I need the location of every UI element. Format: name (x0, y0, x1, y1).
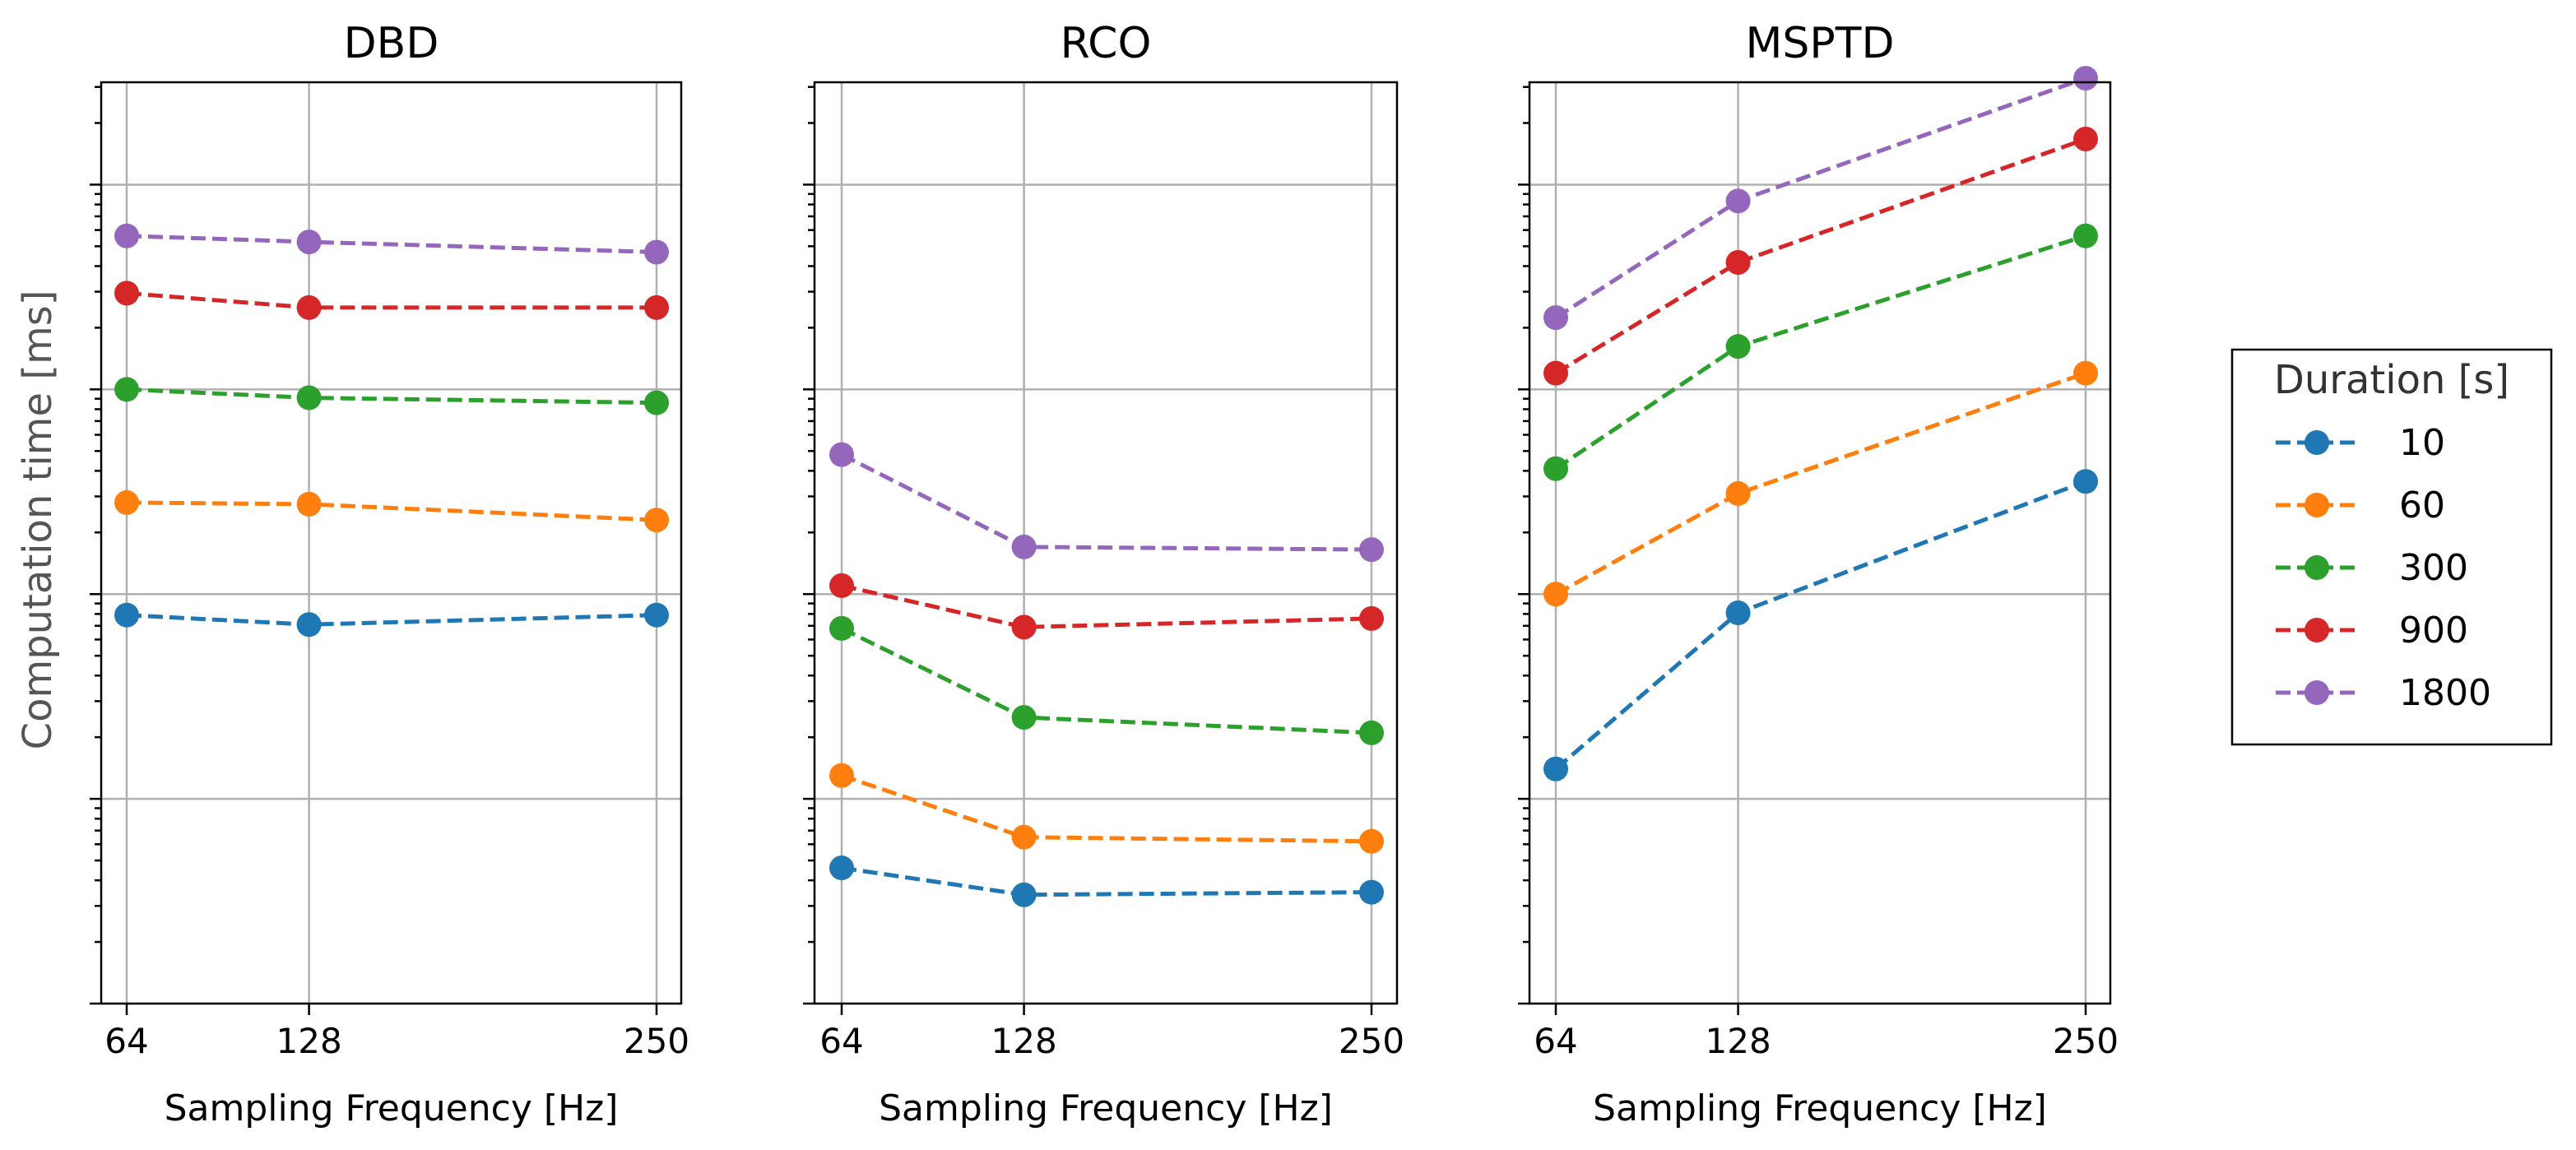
data-point-300 (1359, 720, 1384, 745)
x-tick-label: 128 (276, 1021, 342, 1061)
data-point-300 (2073, 223, 2098, 248)
panel-title: DBD (344, 19, 439, 68)
series-line-900 (841, 583, 1372, 629)
legend-label-60: 60 (2399, 485, 2445, 526)
x-tick-label: 250 (2053, 1021, 2119, 1061)
panel-title: MSPTD (1745, 19, 1894, 68)
data-point-300 (1543, 456, 1568, 481)
legend-label-1800: 1800 (2399, 672, 2491, 714)
legend-label-900: 900 (2399, 610, 2468, 652)
data-point-10 (296, 612, 322, 638)
legend-marker-300 (2304, 555, 2329, 580)
legend-title: Duration [s] (2274, 357, 2509, 403)
series-line-10 (126, 613, 657, 627)
series-line-1800 (840, 452, 1372, 552)
data-point-1800 (829, 442, 854, 467)
x-tick-label: 64 (1534, 1021, 1577, 1061)
legend: Duration [s] 10 60 300 900 1800 (2230, 348, 2553, 746)
data-point-1800 (1543, 305, 1568, 331)
data-point-10 (1543, 756, 1568, 781)
legend-entries: 10 60 300 900 1800 (2276, 422, 2491, 714)
data-point-1800 (644, 239, 669, 265)
x-tick-label: 128 (1706, 1021, 1771, 1061)
data-point-300 (1011, 705, 1037, 730)
data-point-10 (2073, 469, 2098, 494)
legend-frame (2230, 348, 2553, 746)
data-point-900 (1543, 360, 1568, 386)
series-line-300 (1554, 234, 2086, 471)
data-point-60 (114, 489, 139, 515)
data-point-60 (644, 508, 669, 533)
series-line-10 (1554, 479, 2086, 771)
data-point-10 (1011, 882, 1037, 907)
data-point-900 (114, 281, 139, 306)
x-axis-label: Sampling Frequency [Hz] (165, 1087, 619, 1129)
data-point-300 (1725, 334, 1751, 359)
panel-title: RCO (1061, 19, 1152, 68)
data-point-900 (644, 294, 669, 320)
data-point-1800 (296, 230, 322, 255)
series-line-1800 (1554, 76, 2086, 320)
x-tick-label: 250 (624, 1021, 689, 1061)
series-line-900 (126, 290, 657, 310)
legend-marker-60 (2304, 493, 2329, 517)
data-point-900 (1725, 249, 1751, 275)
x-tick-label: 64 (819, 1021, 863, 1061)
data-point-60 (296, 491, 322, 517)
data-point-10 (114, 602, 139, 628)
data-point-900 (829, 573, 854, 598)
data-point-300 (114, 377, 139, 402)
series-line-10 (841, 865, 1372, 897)
data-point-60 (1725, 480, 1751, 506)
x-axis-label: Sampling Frequency [Hz] (1593, 1087, 2047, 1129)
axes-frame (100, 81, 683, 1005)
x-tick-label: 250 (1339, 1021, 1404, 1061)
legend-marker-1800 (2304, 680, 2329, 705)
series-line-300 (126, 387, 657, 406)
data-point-300 (829, 615, 854, 641)
axes-frame (813, 81, 1399, 1005)
data-point-900 (1359, 605, 1384, 631)
data-point-1800 (1725, 188, 1751, 214)
x-tick-label: 128 (991, 1021, 1057, 1061)
axes-frame (1528, 81, 2112, 1005)
series-line-1800 (126, 234, 657, 255)
legend-label-300: 300 (2399, 547, 2468, 589)
legend-marker-900 (2304, 618, 2329, 642)
x-axis-label: Sampling Frequency [Hz] (879, 1087, 1333, 1129)
legend-marker-10 (2304, 430, 2329, 455)
data-point-60 (829, 763, 854, 788)
data-point-10 (829, 856, 854, 881)
data-point-300 (296, 385, 322, 410)
data-point-60 (2073, 360, 2098, 386)
data-point-10 (1359, 879, 1384, 905)
data-point-1800 (1011, 534, 1037, 559)
series-line-60 (1554, 371, 2086, 596)
data-point-10 (644, 602, 669, 628)
data-point-60 (1359, 828, 1384, 854)
series-line-300 (840, 626, 1372, 735)
data-point-300 (644, 390, 669, 415)
data-point-60 (1011, 824, 1037, 850)
series-line-60 (126, 500, 657, 522)
data-point-1800 (114, 223, 139, 248)
data-point-900 (1011, 614, 1037, 640)
legend-label-10: 10 (2399, 422, 2445, 464)
series-line-60 (841, 773, 1372, 844)
data-point-60 (1543, 582, 1568, 607)
series-line-900 (1554, 137, 2086, 375)
y-axis-label: Computation time [ms] (15, 290, 61, 750)
data-point-1800 (1359, 537, 1384, 563)
data-point-900 (2073, 127, 2098, 152)
data-point-10 (1725, 600, 1751, 625)
x-tick-label: 64 (104, 1021, 148, 1061)
data-point-1800 (2073, 66, 2098, 91)
data-point-900 (296, 294, 322, 320)
